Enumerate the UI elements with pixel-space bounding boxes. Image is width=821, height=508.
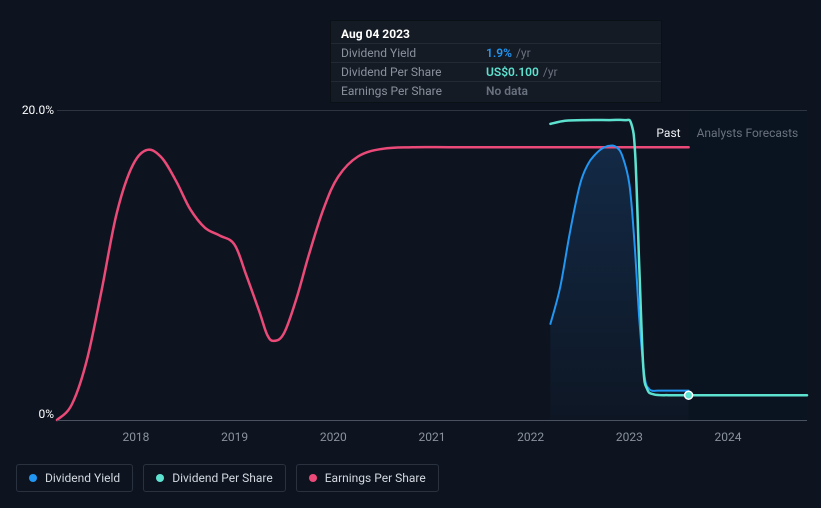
x-tick-label: 2019	[221, 430, 248, 444]
legend-dot-icon	[156, 474, 164, 482]
legend-item-label: Dividend Yield	[45, 471, 120, 485]
dividend-chart: 0% 20.0% 2018 2019 2020 2021 2022 2023 2024 Pas…	[0, 0, 821, 508]
tooltip-row-label: Dividend Per Share	[341, 65, 486, 79]
legend-item-dividend-per-share[interactable]: Dividend Per Share	[143, 464, 286, 492]
legend-item-earnings-per-share[interactable]: Earnings Per Share	[296, 464, 439, 492]
y-tick-label: 20.0%	[22, 103, 54, 117]
region-label-past: Past	[656, 126, 680, 140]
gridline-baseline	[57, 420, 807, 421]
legend-item-label: Earnings Per Share	[325, 471, 426, 485]
forecast-shade	[689, 110, 807, 420]
x-tick-label: 2018	[122, 430, 149, 444]
legend-dot-icon	[29, 474, 37, 482]
tooltip-row-label: Earnings Per Share	[341, 84, 486, 98]
x-tick-label: 2021	[419, 430, 446, 444]
forecast-start-marker	[685, 391, 693, 399]
x-tick-label: 2024	[715, 430, 742, 444]
x-tick-label: 2022	[517, 430, 544, 444]
x-tick-label: 2023	[616, 430, 643, 444]
region-label-forecast: Analysts Forecasts	[697, 126, 799, 140]
x-tick-label: 2020	[320, 430, 347, 444]
chart-legend: Dividend Yield Dividend Per Share Earnings…	[16, 464, 439, 492]
tooltip-row-label: Dividend Yield	[341, 46, 486, 60]
tooltip-row: Dividend Per ShareUS$0.100/yr	[331, 62, 661, 81]
chart-tooltip: Aug 04 2023 Dividend Yield1.9%/yrDividen…	[330, 20, 662, 103]
tooltip-title: Aug 04 2023	[331, 23, 661, 43]
tooltip-row-value: No data	[486, 84, 528, 98]
tooltip-row: Earnings Per ShareNo data	[331, 81, 661, 100]
tooltip-row-unit: /yr	[516, 46, 531, 60]
tooltip-row-value: US$0.100	[486, 65, 539, 79]
legend-item-dividend-yield[interactable]: Dividend Yield	[16, 464, 133, 492]
gridline-top	[57, 110, 807, 111]
legend-dot-icon	[309, 474, 317, 482]
tooltip-row-unit: /yr	[543, 65, 558, 79]
legend-item-label: Dividend Per Share	[172, 471, 273, 485]
y-tick-label: 0%	[38, 407, 54, 421]
tooltip-row-value: 1.9%	[486, 46, 512, 60]
tooltip-row: Dividend Yield1.9% /yr	[331, 43, 661, 62]
area-dividend-yield	[550, 146, 688, 420]
